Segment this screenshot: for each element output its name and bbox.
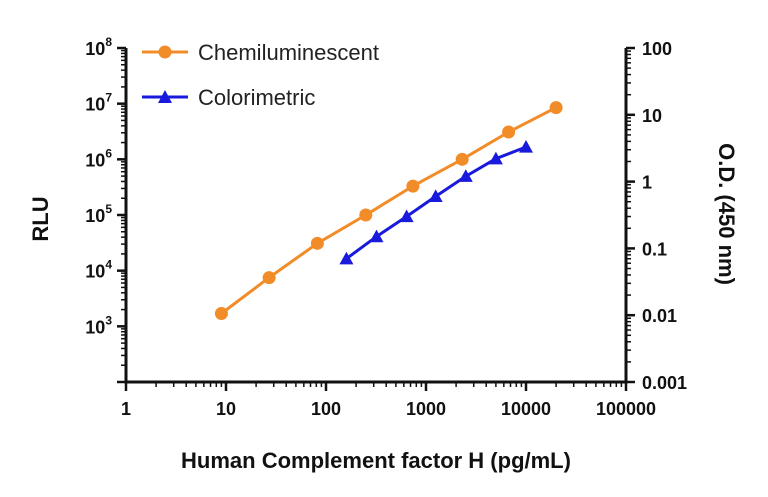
data-point-colorimetric: [519, 139, 533, 153]
y-right-tick-label: 0.1: [642, 239, 667, 259]
data-point-chemiluminescent: [262, 271, 276, 285]
x-tick-label: 10: [216, 399, 236, 419]
legend-item-chemiluminescent: Chemiluminescent: [142, 40, 379, 65]
legend-marker-chemiluminescent: [158, 45, 172, 59]
data-point-chemiluminescent: [359, 208, 373, 222]
legend-label-chemiluminescent: Chemiluminescent: [198, 40, 379, 65]
data-point-colorimetric: [488, 151, 503, 165]
legend-item-colorimetric: Colorimetric: [142, 85, 315, 110]
x-tick-label: 100: [311, 399, 341, 419]
data-point-chemiluminescent: [310, 236, 324, 250]
data-point-chemiluminescent: [455, 152, 469, 166]
y-left-tick-label: 105: [85, 202, 112, 226]
x-tick-label: 10000: [501, 399, 551, 419]
y-left-tick-label: 104: [85, 258, 112, 282]
x-tick-label: 1: [121, 399, 131, 419]
data-point-chemiluminescent: [502, 125, 516, 139]
y-axis-left-title: RLU: [28, 196, 53, 241]
y-right-tick-label: 0.01: [642, 306, 677, 326]
legend-marker-colorimetric: [158, 90, 172, 103]
series-colorimetric: [339, 139, 533, 265]
data-point-colorimetric: [458, 169, 473, 182]
data-point-chemiluminescent: [406, 179, 420, 193]
data-point-colorimetric: [428, 189, 443, 203]
x-tick-label: 100000: [596, 399, 656, 419]
series-line-chemiluminescent: [220, 106, 557, 315]
x-ticks: 1 10 100 1000 10000 100000: [121, 382, 656, 419]
legend-label-colorimetric: Colorimetric: [198, 85, 315, 110]
y-right-tick-label: 100: [642, 39, 672, 59]
legend: Chemiluminescent Colorimetric: [142, 40, 379, 110]
y-right-ticks: 0.001 0.01 0.1 1 10 100: [626, 39, 687, 393]
y-axis-right-title: O.D. (450 nm): [714, 143, 739, 285]
y-left-tick-label: 107: [85, 91, 112, 115]
series-layer: [214, 101, 563, 321]
y-left-tick-label: 106: [85, 146, 112, 170]
data-point-colorimetric: [339, 251, 354, 265]
y-left-tick-label: 108: [85, 35, 112, 59]
x-tick-label: 1000: [406, 399, 446, 419]
data-point-colorimetric: [369, 229, 384, 243]
y-left-tick-label: 103: [85, 313, 112, 337]
y-left-ticks: 103 104 105 106 107 108: [85, 35, 126, 384]
data-point-chemiluminescent: [214, 307, 228, 321]
y-right-tick-label: 0.001: [642, 373, 687, 393]
data-point-chemiluminescent: [549, 101, 563, 115]
x-axis-title: Human Complement factor H (pg/mL): [181, 448, 571, 473]
data-point-colorimetric: [399, 209, 414, 223]
y-right-tick-label: 1: [642, 173, 652, 193]
series-chemiluminescent: [214, 101, 563, 321]
y-right-tick-label: 10: [642, 106, 662, 126]
